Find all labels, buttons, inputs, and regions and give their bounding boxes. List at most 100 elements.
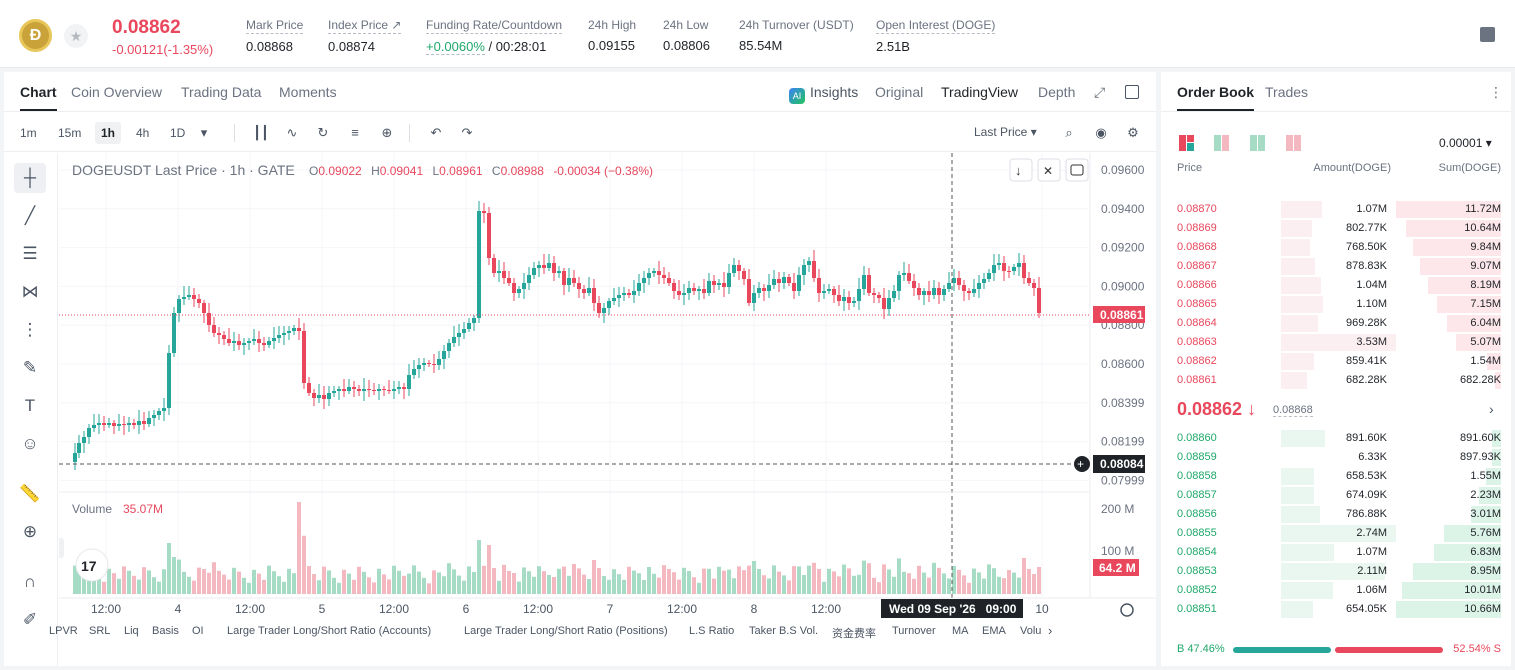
insights-button[interactable]: AI Insights [789, 84, 858, 104]
timeframe-1m[interactable]: 1m [14, 122, 43, 144]
order-row[interactable]: 0.08866 1.04M 8.19M [1161, 276, 1511, 295]
order-row[interactable]: 0.08862 859.41K 1.54M [1161, 352, 1511, 371]
tab-trades[interactable]: Trades [1265, 84, 1308, 100]
tab-coin-overview[interactable]: Coin Overview [71, 84, 162, 100]
fullscreen-icon[interactable] [1125, 85, 1139, 99]
candle-type-icon[interactable]: ┃┃ [253, 125, 269, 141]
brush-icon[interactable]: ✎ [14, 353, 46, 383]
price-chart[interactable]: DOGEUSDT Last Price · 1h · GATE O0.09022… [59, 153, 1156, 620]
indicator-tab[interactable]: OI [192, 625, 204, 637]
chevron-right-icon[interactable]: › [1048, 623, 1052, 638]
order-row[interactable]: 0.08865 1.10M 7.15M [1161, 295, 1511, 314]
stat-funding-rate[interactable]: Funding Rate/Countdown +0.0060% / 00:28:… [426, 18, 562, 54]
indicator-tab[interactable]: Volu [1020, 625, 1041, 637]
gear-icon[interactable]: ⚙ [1125, 125, 1141, 141]
zoom-in-icon[interactable]: ⊕ [14, 517, 46, 547]
timeframe-4h[interactable]: 4h [130, 122, 155, 144]
stat-mark-price[interactable]: Mark Price 0.08868 [246, 18, 303, 54]
templates-icon[interactable]: ≡ [347, 125, 363, 141]
order-row[interactable]: 0.08854 1.07M 6.83M [1161, 543, 1511, 562]
chevron-right-icon[interactable]: › [1489, 401, 1494, 417]
text-icon[interactable]: T [14, 391, 46, 421]
stat-open-interest[interactable]: Open Interest (DOGE) 2.51B [876, 18, 995, 54]
book-icon[interactable] [1480, 27, 1495, 42]
expand-icon[interactable]: ⤢ [1094, 84, 1105, 101]
trendline-icon[interactable]: ╱ [14, 201, 46, 231]
chevron-down-icon[interactable]: ▾ [196, 125, 212, 141]
tab-moments[interactable]: Moments [279, 84, 337, 100]
camera-icon[interactable]: ◉ [1093, 125, 1109, 141]
pattern-icon[interactable]: ⋈ [14, 277, 46, 307]
order-row[interactable]: 0.08870 1.07M 11.72M [1161, 200, 1511, 219]
volume-bar [902, 572, 906, 594]
indicators-icon[interactable]: ∿ [284, 125, 300, 141]
ruler-icon[interactable]: 📏 [14, 479, 46, 509]
order-row[interactable]: 0.08869 802.77K 10.64M [1161, 219, 1511, 238]
indicator-tab[interactable]: SRL [89, 625, 110, 637]
indicator-tab[interactable]: LPVR [49, 625, 78, 637]
view-both-alt-icon[interactable] [1214, 135, 1230, 151]
candle-body [697, 289, 701, 291]
tab-trading-data[interactable]: Trading Data [181, 84, 261, 100]
view-original[interactable]: Original [875, 84, 923, 100]
replay-icon[interactable]: ↻ [315, 125, 331, 141]
settings-axis-icon[interactable] [1121, 604, 1133, 616]
indicator-tab[interactable]: Large Trader Long/Short Ratio (Accounts) [227, 625, 431, 637]
view-asks-icon[interactable] [1286, 135, 1302, 151]
search-icon[interactable]: ⌕ [1061, 125, 1077, 141]
order-price: 0.08852 [1177, 584, 1217, 596]
more-options-icon[interactable]: ⋮ [1489, 84, 1503, 101]
crosshair-icon[interactable]: ┼ [14, 163, 46, 193]
view-tradingview[interactable]: TradingView [941, 84, 1018, 100]
timeframe-15m[interactable]: 15m [52, 122, 87, 144]
candle-body [212, 325, 216, 333]
indicator-tab[interactable]: Taker B.S Vol. [749, 625, 818, 637]
order-row[interactable]: 0.08868 768.50K 9.84M [1161, 238, 1511, 257]
indicator-tab[interactable]: EMA [982, 625, 1006, 637]
collapse-drawbar-icon[interactable] [59, 538, 64, 558]
add-alert-icon[interactable]: ⊕ [379, 125, 395, 141]
emoji-icon[interactable]: ☺ [14, 429, 46, 459]
indicator-tab[interactable]: Liq [124, 625, 139, 637]
order-row[interactable]: 0.08852 1.06M 10.01M [1161, 581, 1511, 600]
view-bids-icon[interactable] [1250, 135, 1266, 151]
price-source-select[interactable]: Last Price ▾ [974, 125, 1037, 139]
tab-chart[interactable]: Chart [20, 84, 57, 100]
order-row[interactable]: 0.08861 682.28K 682.28K [1161, 371, 1511, 390]
timeframe-1d[interactable]: 1D [164, 122, 191, 144]
volume-bar [367, 577, 371, 594]
order-row[interactable]: 0.08867 878.83K 9.07M [1161, 257, 1511, 276]
order-row[interactable]: 0.08864 969.28K 6.04M [1161, 314, 1511, 333]
indicator-tab[interactable]: L.S Ratio [689, 625, 734, 637]
volume-bar [427, 583, 431, 594]
stat-index-price[interactable]: Index Price ↗ 0.08874 [328, 18, 401, 54]
tab-order-book[interactable]: Order Book [1177, 84, 1254, 100]
order-row[interactable]: 0.08856 786.88K 3.01M [1161, 505, 1511, 524]
order-row[interactable]: 0.08857 674.09K 2.23M [1161, 486, 1511, 505]
star-icon[interactable]: ★ [64, 24, 88, 48]
order-row[interactable]: 0.08855 2.74M 5.76M [1161, 524, 1511, 543]
order-row[interactable]: 0.08851 654.05K 10.66M [1161, 600, 1511, 619]
order-row[interactable]: 0.08860 891.60K 891.60K [1161, 429, 1511, 448]
order-row[interactable]: 0.08853 2.11M 8.95M [1161, 562, 1511, 581]
indicator-tab[interactable]: Basis [152, 625, 179, 637]
volume-bar [542, 571, 546, 594]
horizontal-lines-icon[interactable]: ☰ [14, 239, 46, 269]
magnet-icon[interactable]: ∩ [14, 567, 46, 597]
indicator-tab[interactable]: Turnover [892, 625, 936, 637]
view-depth[interactable]: Depth [1038, 84, 1075, 100]
order-row[interactable]: 0.08859 6.33K 897.93K [1161, 448, 1511, 467]
undo-icon[interactable]: ↶ [428, 125, 444, 141]
candle-body [157, 411, 161, 415]
maximize-icon[interactable] [1066, 159, 1088, 181]
redo-icon[interactable]: ↷ [459, 125, 475, 141]
indicator-tab[interactable]: MA [952, 625, 969, 637]
order-row[interactable]: 0.08858 658.53K 1.55M [1161, 467, 1511, 486]
fib-icon[interactable]: ⋮ [14, 315, 46, 345]
order-row[interactable]: 0.08863 3.53M 5.07M [1161, 333, 1511, 352]
indicator-tab[interactable]: 资金费率 [832, 625, 876, 641]
indicator-tab[interactable]: Large Trader Long/Short Ratio (Positions… [464, 625, 668, 637]
timeframe-1h[interactable]: 1h [95, 122, 121, 144]
view-both-icon[interactable] [1179, 135, 1195, 151]
precision-select[interactable]: 0.00001 ▾ [1439, 136, 1492, 150]
